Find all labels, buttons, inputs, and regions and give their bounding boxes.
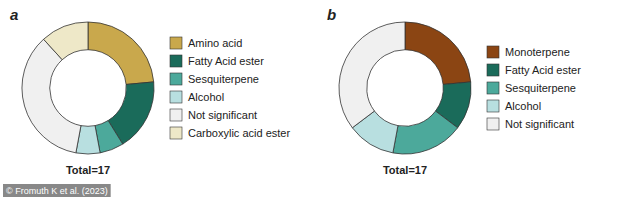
- watermark-background: [3, 184, 111, 197]
- legend-swatch: [170, 73, 182, 85]
- legend-label: Alcohol: [188, 91, 224, 103]
- donut-slice: [44, 22, 88, 60]
- legend: Amino acid Fatty Acid ester Sesquiterpene A…: [170, 37, 290, 139]
- panel: Total=17 a Amino acid Fatty Acid ester Sesqu…: [10, 6, 290, 176]
- legend-swatch: [170, 127, 182, 139]
- panel-label: b: [327, 6, 336, 23]
- legend-swatch: [487, 82, 499, 94]
- donut-slice: [339, 22, 405, 128]
- legend-label: Amino acid: [188, 37, 242, 49]
- legend-swatch: [170, 55, 182, 67]
- legend: Monoterpene Fatty Acid ester Sesquiterpene…: [487, 46, 581, 130]
- panel: Total=17 b Monoterpene Fatty Acid ester Sesq…: [327, 6, 581, 176]
- watermark: © Fromuth K et al. (2023): [3, 184, 111, 197]
- legend-swatch: [170, 37, 182, 49]
- legend-label: Monoterpene: [505, 46, 570, 58]
- legend-swatch: [487, 118, 499, 130]
- watermark-text: © Fromuth K et al. (2023): [6, 186, 108, 196]
- donut-slice: [393, 111, 458, 154]
- legend-swatch: [487, 46, 499, 58]
- legend-label: Carboxylic acid ester: [188, 127, 290, 139]
- legend-label: Fatty Acid ester: [505, 64, 581, 76]
- legend-label: Not significant: [188, 109, 257, 121]
- legend-swatch: [170, 91, 182, 103]
- legend-label: Fatty Acid ester: [188, 55, 264, 67]
- panel-label: a: [10, 6, 18, 23]
- chart-title: Total=17: [383, 164, 427, 176]
- legend-swatch: [487, 100, 499, 112]
- figure: Total=17 a Amino acid Fatty Acid ester Sesqu…: [0, 0, 634, 200]
- legend-swatch: [487, 64, 499, 76]
- donut-slice: [88, 22, 154, 84]
- legend-label: Sesquiterpene: [505, 82, 576, 94]
- legend-swatch: [170, 109, 182, 121]
- chart-title: Total=17: [66, 164, 110, 176]
- donut-slice: [405, 22, 471, 84]
- legend-label: Not significant: [505, 118, 574, 130]
- donut-slice: [22, 39, 81, 153]
- legend-label: Alcohol: [505, 100, 541, 112]
- legend-label: Sesquiterpene: [188, 73, 259, 85]
